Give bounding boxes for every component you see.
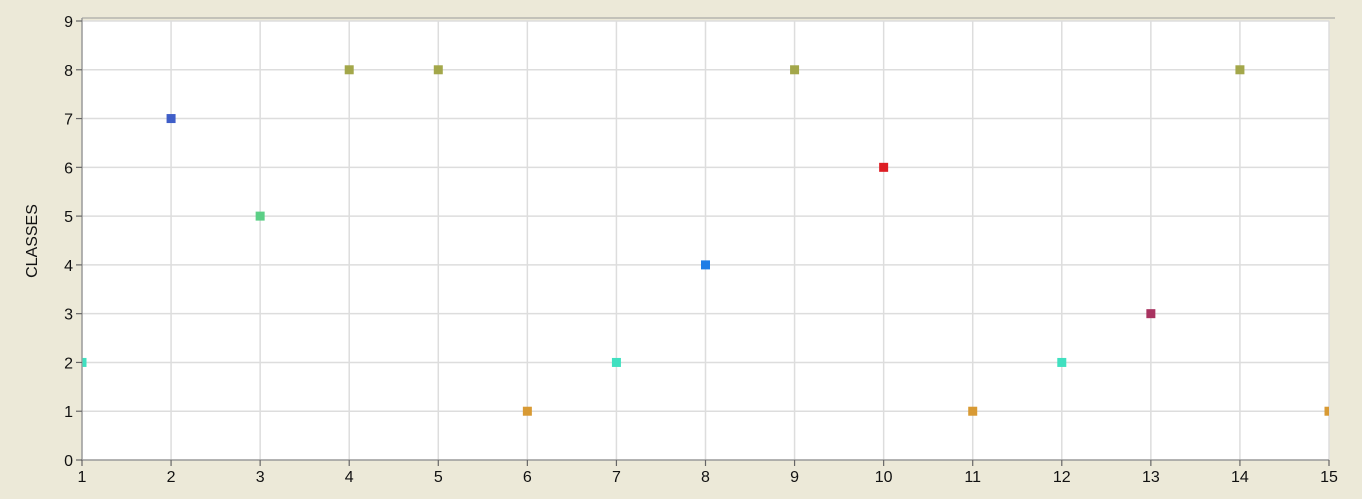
x-tick-label-6: 6 (523, 469, 532, 486)
x-tick-label-13: 13 (1142, 469, 1160, 486)
data-point-7 (611, 357, 621, 367)
data-point-6 (522, 406, 532, 416)
data-point-8 (701, 260, 710, 270)
y-tick-label-1: 1 (64, 404, 73, 421)
x-tick-label-4: 4 (345, 469, 354, 486)
y-tick-label-9: 9 (64, 14, 73, 31)
data-point-15 (1324, 406, 1329, 416)
x-tick-label-5: 5 (434, 469, 443, 486)
x-tick-label-10: 10 (875, 469, 893, 486)
data-points (82, 65, 1329, 416)
data-point-4 (344, 65, 354, 75)
y-tick-label-2: 2 (64, 355, 73, 372)
x-tick-label-14: 14 (1231, 469, 1249, 486)
data-point-3 (255, 211, 265, 221)
y-tick-label-7: 7 (64, 112, 73, 129)
y-tick-label-0: 0 (64, 453, 73, 470)
data-point-10 (879, 162, 889, 172)
x-tick-label-1: 1 (78, 469, 87, 486)
data-point-9 (790, 65, 800, 75)
x-tick-label-8: 8 (701, 469, 710, 486)
data-point-14 (1235, 65, 1245, 75)
y-tick-label-4: 4 (64, 258, 73, 275)
data-point-2 (166, 114, 176, 124)
data-point-1 (82, 357, 87, 367)
y-tick-label-3: 3 (64, 307, 73, 324)
x-tick-label-12: 12 (1053, 469, 1071, 486)
x-tick-label-2: 2 (167, 469, 176, 486)
y-axis-title: CLASSES (24, 204, 41, 278)
data-point-13 (1146, 309, 1156, 319)
tick-marks (76, 20, 1330, 466)
x-tick-label-11: 11 (964, 469, 981, 486)
x-tick-label-9: 9 (790, 469, 799, 486)
x-tick-label-3: 3 (256, 469, 265, 486)
y-tick-label-8: 8 (64, 63, 73, 80)
grid-lines (82, 20, 1330, 460)
y-tick-label-5: 5 (64, 209, 73, 226)
data-point-5 (433, 65, 443, 75)
data-point-11 (968, 406, 978, 416)
y-tick-label-6: 6 (64, 160, 73, 177)
data-point-12 (1057, 357, 1067, 367)
x-tick-label-15: 15 (1320, 469, 1338, 486)
x-tick-label-7: 7 (612, 469, 621, 486)
